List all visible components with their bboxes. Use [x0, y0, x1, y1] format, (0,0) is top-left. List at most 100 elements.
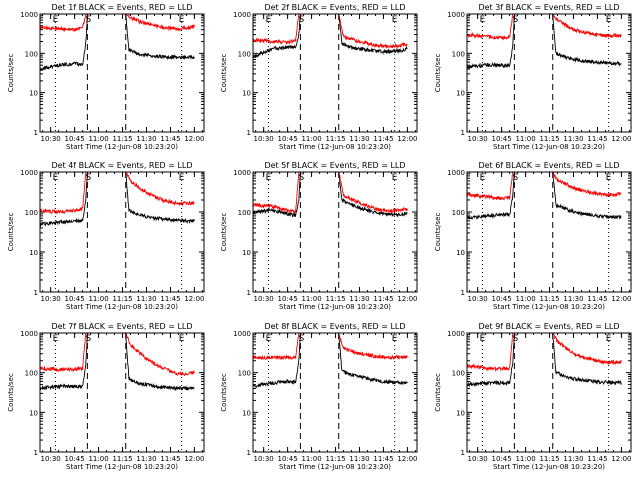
y-axis-label: Counts/sec: [220, 54, 228, 93]
panel-det-3: Det 3f BLACK = Events, RED = LLD 1000 100 1…: [434, 3, 632, 151]
x-tick-label: 11:15: [112, 135, 132, 143]
y-tick-label: 10: [456, 409, 465, 417]
panel-det-5: Det 5f BLACK = Events, RED = LLD 1000 100 1…: [220, 161, 418, 311]
y-tick-label: 10: [242, 409, 251, 417]
plot-frame: [252, 171, 418, 293]
x-tick-label: 10:45: [492, 455, 512, 463]
y-tick-label: 100: [25, 50, 38, 58]
x-tick-label: 11:45: [373, 455, 393, 463]
panel-title: Det 2f BLACK = Events, RED = LLD: [264, 3, 405, 12]
x-axis-label: Start Time (12-Jun-08 10:23:20): [493, 463, 605, 471]
panel-title: Det 1f BLACK = Events, RED = LLD: [51, 3, 192, 12]
y-tick-label: 1: [247, 449, 251, 457]
y-tick-label: 1000: [447, 11, 465, 19]
marker-label: S: [86, 15, 92, 25]
x-tick-label: 12:00: [184, 295, 204, 303]
y-tick-label: 100: [238, 209, 251, 217]
x-tick-label: 10:30: [41, 455, 61, 463]
x-tick-label: 10:45: [492, 295, 512, 303]
x-tick-label: 10:45: [492, 135, 512, 143]
marker-label: E: [392, 173, 398, 183]
x-tick-label: 12:00: [611, 295, 631, 303]
x-tick-label: 11:00: [301, 295, 321, 303]
y-tick-label: 10: [242, 249, 251, 257]
y-tick-label: 100: [25, 370, 38, 378]
series-line-lld: [467, 333, 622, 372]
x-tick-label: 11:30: [563, 295, 583, 303]
x-tick-label: 10:45: [65, 295, 85, 303]
x-tick-label: 11:30: [136, 455, 156, 463]
y-tick-label: 1: [461, 449, 465, 457]
x-tick-label: 11:30: [136, 135, 156, 143]
x-tick-label: 10:45: [65, 135, 85, 143]
plot-frame: [466, 171, 632, 293]
y-axis-label: Counts/sec: [434, 213, 442, 252]
y-tick-label: 10: [242, 90, 251, 98]
x-tick-label: 11:30: [349, 295, 369, 303]
marker-label: E: [480, 15, 486, 25]
plot-area: [253, 14, 408, 59]
y-axis-label: Counts/sec: [7, 213, 15, 252]
marker-label: S: [513, 173, 519, 183]
y-axis-label: Counts/sec: [434, 54, 442, 93]
y-axis-label: Counts/sec: [7, 54, 15, 93]
panel-title: Det 4f BLACK = Events, RED = LLD: [51, 161, 192, 170]
y-tick-label: 10: [29, 409, 38, 417]
x-tick-label: 11:15: [539, 295, 559, 303]
y-tick-label: 1000: [233, 169, 251, 177]
panel-title: Det 8f BLACK = Events, RED = LLD: [264, 322, 405, 331]
series-line-lld: [253, 14, 408, 49]
x-tick-label: 12:00: [184, 455, 204, 463]
y-tick-label: 100: [238, 50, 251, 58]
marker-label: S: [513, 334, 519, 344]
x-tick-label: 12:00: [611, 455, 631, 463]
panel-det-8: Det 8f BLACK = Events, RED = LLD 1000 100 1…: [220, 322, 418, 471]
y-tick-label: 1000: [20, 11, 38, 19]
x-tick-label: 11:45: [160, 455, 180, 463]
series-line-events: [40, 333, 195, 392]
marker-label: E: [53, 173, 59, 183]
y-tick-label: 100: [25, 209, 38, 217]
marker-label: E: [606, 173, 612, 183]
series-line-events: [467, 172, 622, 220]
marker-label: E: [266, 334, 272, 344]
y-tick-label: 1000: [447, 169, 465, 177]
x-axis-label: Start Time (12-Jun-08 10:23:20): [279, 143, 391, 151]
plot-area: [467, 14, 622, 70]
marker-label: E: [179, 173, 185, 183]
series-line-events: [253, 14, 408, 59]
series-line-lld: [40, 172, 195, 215]
y-tick-label: 100: [238, 370, 251, 378]
x-tick-label: 10:30: [468, 295, 488, 303]
marker-label: E: [392, 15, 398, 25]
y-tick-label: 10: [456, 249, 465, 257]
y-tick-label: 1: [461, 289, 465, 297]
marker-label: E: [392, 334, 398, 344]
y-tick-label: 1: [34, 129, 38, 137]
series-line-events: [40, 14, 195, 72]
x-tick-label: 11:45: [373, 135, 393, 143]
marker-label: S: [513, 15, 519, 25]
marker-label: S: [299, 15, 305, 25]
plot-frame: [39, 332, 205, 453]
y-tick-label: 1000: [447, 330, 465, 338]
panel-title: Det 3f BLACK = Events, RED = LLD: [478, 3, 619, 12]
plot-frame: [252, 13, 418, 133]
x-tick-label: 11:30: [349, 135, 369, 143]
plot-frame: [39, 13, 205, 133]
marker-label: S: [86, 334, 92, 344]
y-tick-label: 1000: [20, 169, 38, 177]
y-tick-label: 1: [34, 289, 38, 297]
y-tick-label: 10: [29, 249, 38, 257]
y-tick-label: 10: [29, 90, 38, 98]
x-tick-label: 11:15: [325, 295, 345, 303]
series-line-events: [40, 172, 195, 228]
x-tick-label: 11:00: [88, 295, 108, 303]
x-tick-label: 10:45: [278, 295, 298, 303]
plot-area: [40, 333, 195, 392]
marker-label: E: [53, 15, 59, 25]
x-tick-label: 11:00: [88, 455, 108, 463]
y-tick-label: 1: [247, 289, 251, 297]
x-tick-label: 11:45: [587, 295, 607, 303]
panel-det-9: Det 9f BLACK = Events, RED = LLD 1000 100 1…: [434, 322, 632, 471]
